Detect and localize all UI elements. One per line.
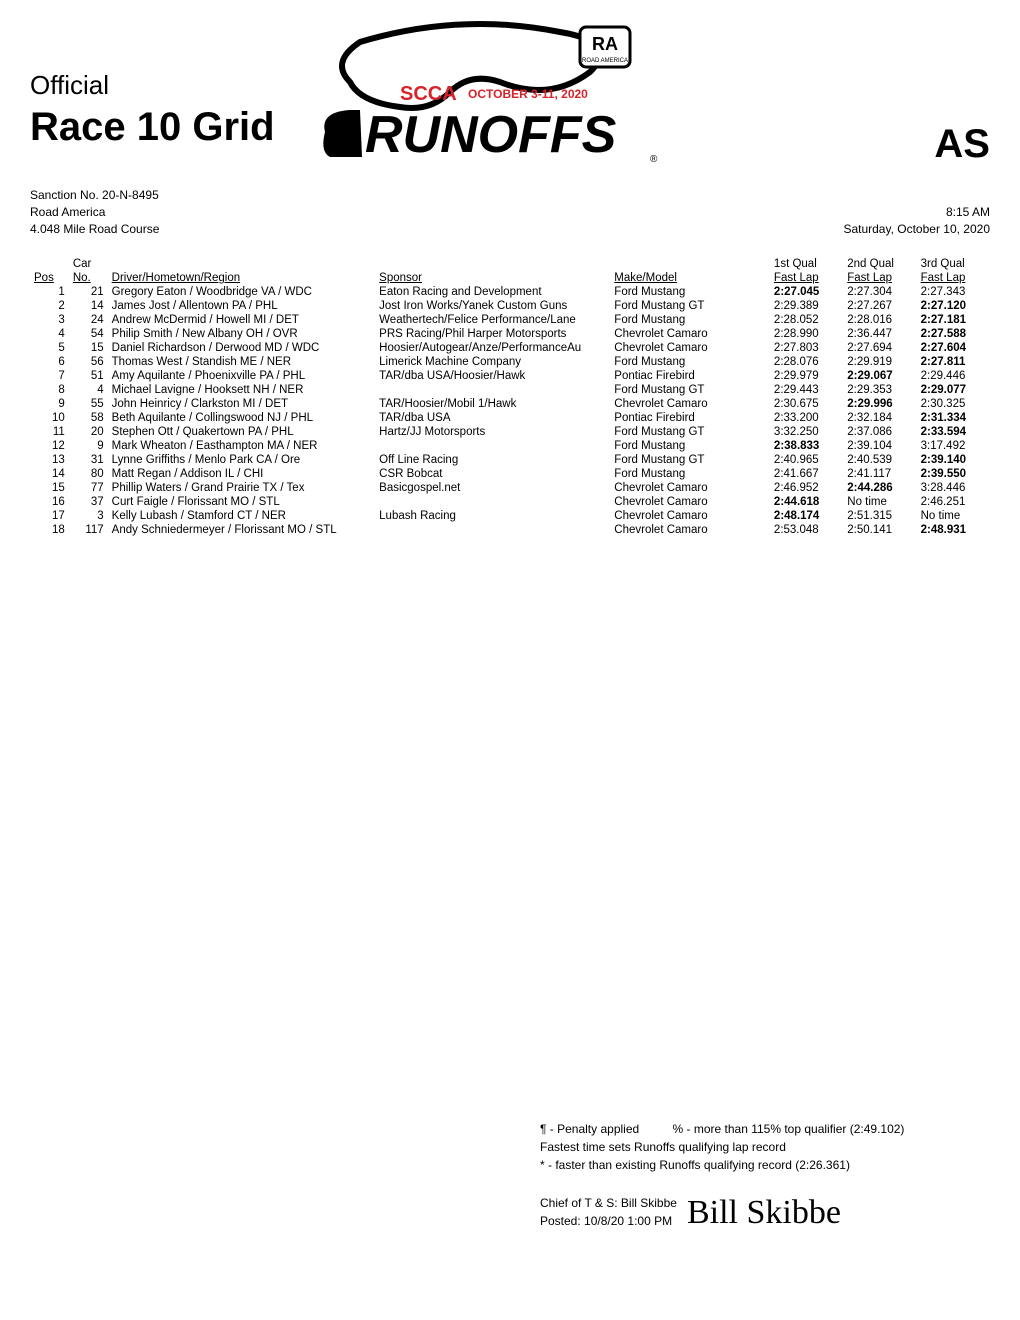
event-name: RUNOFFS	[365, 106, 617, 164]
table-row: 1637Curt Faigle / Florissant MO / STLChe…	[30, 495, 990, 509]
table-row: 214James Jost / Allentown PA / PHLJost I…	[30, 299, 990, 313]
table-row: 84Michael Lavigne / Hooksett NH / NERFor…	[30, 383, 990, 397]
col-pos: Pos	[30, 271, 69, 285]
race-date: Saturday, October 10, 2020	[843, 221, 990, 238]
table-row: 1480Matt Regan / Addison IL / CHICSR Bob…	[30, 467, 990, 481]
col-driver: Driver/Hometown/Region	[108, 271, 376, 285]
footer-notes: ¶ - Penalty applied % - more than 115% t…	[540, 1120, 904, 1230]
col-q2: Fast Lap	[843, 271, 916, 285]
col-q3-sup: 3rd Qual	[917, 257, 990, 271]
signature: Bill Skibbe	[687, 1196, 841, 1230]
table-row: 324Andrew McDermid / Howell MI / DETWeat…	[30, 313, 990, 327]
race-time: 8:15 AM	[843, 204, 990, 221]
table-row: 656Thomas West / Standish ME / NERLimeri…	[30, 355, 990, 369]
table-row: 1577Phillip Waters / Grand Prairie TX / …	[30, 481, 990, 495]
track-name: Road America	[30, 204, 159, 221]
table-row: 129Mark Wheaton / Easthampton MA / NERFo…	[30, 439, 990, 453]
col-q2-sup: 2nd Qual	[843, 257, 916, 271]
grid-table: Car 1st Qual 2nd Qual 3rd Qual Pos No. D…	[30, 257, 990, 537]
record-note-1: Fastest time sets Runoffs qualifying lap…	[540, 1138, 904, 1156]
table-row: 1331Lynne Griffiths / Menlo Park CA / Or…	[30, 453, 990, 467]
col-no: No.	[69, 271, 108, 285]
svg-text:ROAD AMERICA: ROAD AMERICA	[582, 58, 628, 64]
chief-name: Chief of T & S: Bill Skibbe	[540, 1194, 677, 1212]
record-note-2: * - faster than existing Runoffs qualify…	[540, 1156, 904, 1174]
sanction-no: Sanction No. 20-N-8495	[30, 187, 159, 204]
table-row: 454Philip Smith / New Albany OH / OVRPRS…	[30, 327, 990, 341]
col-make: Make/Model	[610, 271, 770, 285]
percent-note: % - more than 115% top qualifier (2:49.1…	[673, 1122, 905, 1136]
table-row: 121Gregory Eaton / Woodbridge VA / WDCEa…	[30, 285, 990, 299]
table-row: 751Amy Aquilante / Phoenixville PA / PHL…	[30, 369, 990, 383]
event-dates: OCTOBER 3-11, 2020	[468, 87, 588, 101]
col-sponsor: Sponsor	[375, 271, 610, 285]
penalty-note: ¶ - Penalty applied	[540, 1122, 639, 1136]
col-q1: Fast Lap	[770, 271, 843, 285]
table-row: 18117Andy Schniedermeyer / Florissant MO…	[30, 523, 990, 537]
course-length: 4.048 Mile Road Course	[30, 221, 159, 238]
table-row: 515Daniel Richardson / Derwood MD / WDCH…	[30, 341, 990, 355]
table-row: 173Kelly Lubash / Stamford CT / NERLubas…	[30, 509, 990, 523]
table-row: 1120Stephen Ott / Quakertown PA / PHLHar…	[30, 425, 990, 439]
event-logo: RA ROAD AMERICA SCCA OCTOBER 3-11, 2020 …	[320, 12, 670, 212]
svg-text:RA: RA	[592, 34, 618, 54]
col-q1-sup: 1st Qual	[770, 257, 843, 271]
org-label: SCCA	[400, 83, 457, 105]
table-row: 1058Beth Aquilante / Collingswood NJ / P…	[30, 411, 990, 425]
table-row: 955John Heinricy / Clarkston MI / DETTAR…	[30, 397, 990, 411]
svg-text:®: ®	[650, 154, 658, 165]
col-car-sup: Car	[69, 257, 108, 271]
col-q3: Fast Lap	[917, 271, 990, 285]
posted-time: Posted: 10/8/20 1:00 PM	[540, 1212, 677, 1230]
